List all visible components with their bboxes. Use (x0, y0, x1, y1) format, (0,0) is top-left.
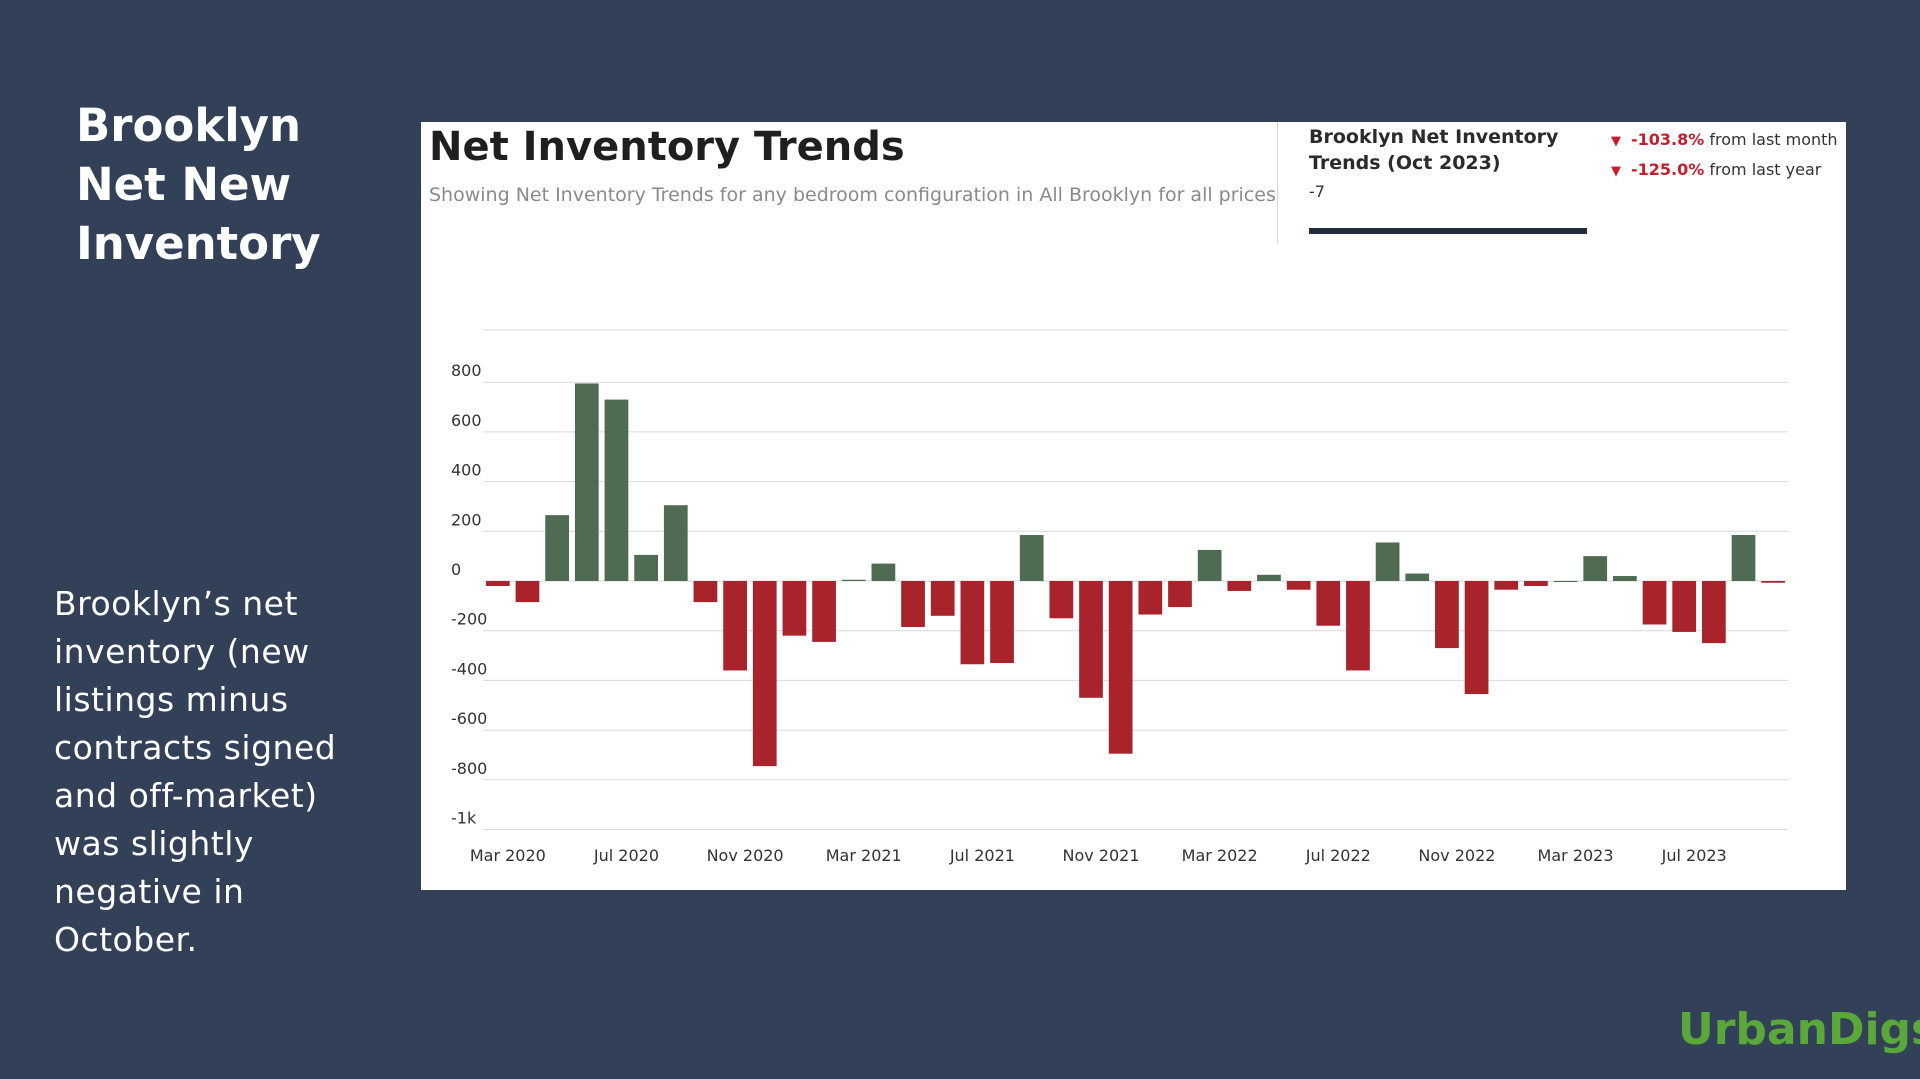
kpi-bar (1309, 228, 1587, 234)
chart-card: Net Inventory Trends Showing Net Invento… (421, 122, 1846, 890)
chart-title: Net Inventory Trends (429, 124, 905, 170)
bar (752, 581, 777, 767)
bar (723, 581, 747, 671)
x-tick-label: Nov 2020 (707, 846, 784, 865)
down-triangle-icon: ▼ (1611, 134, 1621, 149)
y-tick-label: 800 (451, 361, 482, 380)
slide-title: Brooklyn Net New Inventory (76, 99, 321, 270)
x-tick-label: Nov 2022 (1418, 846, 1495, 865)
bar (1286, 581, 1311, 590)
bar (634, 554, 658, 581)
bar (1257, 574, 1281, 581)
bar (901, 581, 925, 627)
bar (693, 581, 718, 603)
kpi-change-month-label: from last month (1709, 130, 1838, 149)
x-tick-label: Nov 2021 (1062, 846, 1139, 865)
kpi-change-month: ▼ -103.8% from last month (1611, 130, 1838, 149)
bar (1494, 581, 1519, 590)
x-tick-label: Jul 2023 (1661, 846, 1727, 865)
urbandigs-logo: UrbanDigs (1678, 1004, 1920, 1055)
kpi-change-year-pct: -125.0% (1631, 160, 1705, 179)
bar (545, 515, 570, 581)
x-tick-label: Mar 2023 (1538, 846, 1614, 865)
bar (930, 581, 955, 616)
bar (1464, 581, 1489, 695)
bar (1227, 581, 1252, 591)
bar (1701, 581, 1726, 644)
bar (871, 563, 896, 581)
y-tick-label: -600 (451, 709, 487, 728)
bar (1761, 581, 1786, 583)
y-tick-label: 600 (451, 411, 482, 430)
bar (1583, 556, 1608, 581)
y-tick-label: 0 (451, 560, 461, 579)
bar (812, 581, 836, 642)
kpi-change-month-pct: -103.8% (1631, 130, 1705, 149)
kpi-change-year: ▼ -125.0% from last year (1611, 160, 1821, 179)
bar (485, 581, 510, 586)
bar (1731, 535, 1756, 581)
bar (1405, 573, 1430, 581)
bar (1079, 581, 1103, 698)
bar (841, 579, 866, 581)
bar (1553, 581, 1578, 582)
bar (782, 581, 807, 636)
bar (1375, 542, 1400, 581)
bar (1108, 581, 1133, 754)
bar (1346, 581, 1370, 671)
kpi-title: Brooklyn Net Inventory Trends (Oct 2023) (1309, 126, 1559, 174)
bar (1316, 581, 1341, 626)
y-tick-label: -400 (451, 659, 487, 678)
bar (1642, 581, 1667, 625)
bar (1197, 549, 1222, 581)
bar (1613, 576, 1637, 581)
chart-subtitle: Showing Net Inventory Trends for any bed… (429, 184, 1276, 206)
x-tick-label: Jul 2021 (949, 846, 1015, 865)
bar (960, 581, 985, 665)
x-tick-label: Jul 2020 (593, 846, 659, 865)
y-tick-label: -200 (451, 610, 487, 629)
bar (990, 581, 1014, 664)
x-tick-label: Mar 2021 (826, 846, 902, 865)
down-triangle-icon: ▼ (1611, 164, 1621, 179)
bar (1138, 581, 1163, 615)
bar-chart: 800 600 400 200 0 -200 -400 -600 -800 -1k Mar 2020… (451, 329, 1788, 865)
bar (1524, 581, 1548, 586)
slide-body-text: Brooklyn’s net inventory (new listings m… (54, 584, 337, 959)
y-tick-label: -1k (451, 809, 477, 828)
bar (663, 505, 688, 581)
x-tick-label: Mar 2022 (1182, 846, 1258, 865)
y-tick-label: 400 (451, 461, 482, 480)
bar (515, 581, 540, 603)
y-tick-label: -800 (451, 759, 487, 778)
bar (1168, 581, 1192, 608)
bar (1019, 535, 1044, 581)
kpi-value: -7 (1309, 182, 1325, 201)
x-tick-label: Mar 2020 (470, 846, 546, 865)
kpi-change-year-label: from last year (1709, 160, 1822, 179)
bar (1672, 581, 1697, 632)
kpi-divider (1277, 122, 1278, 244)
bar (574, 383, 599, 581)
bar (1435, 581, 1459, 649)
y-tick-label: 200 (451, 510, 482, 529)
bar (1049, 581, 1074, 619)
bar (604, 399, 629, 581)
x-tick-label: Jul 2022 (1305, 846, 1371, 865)
